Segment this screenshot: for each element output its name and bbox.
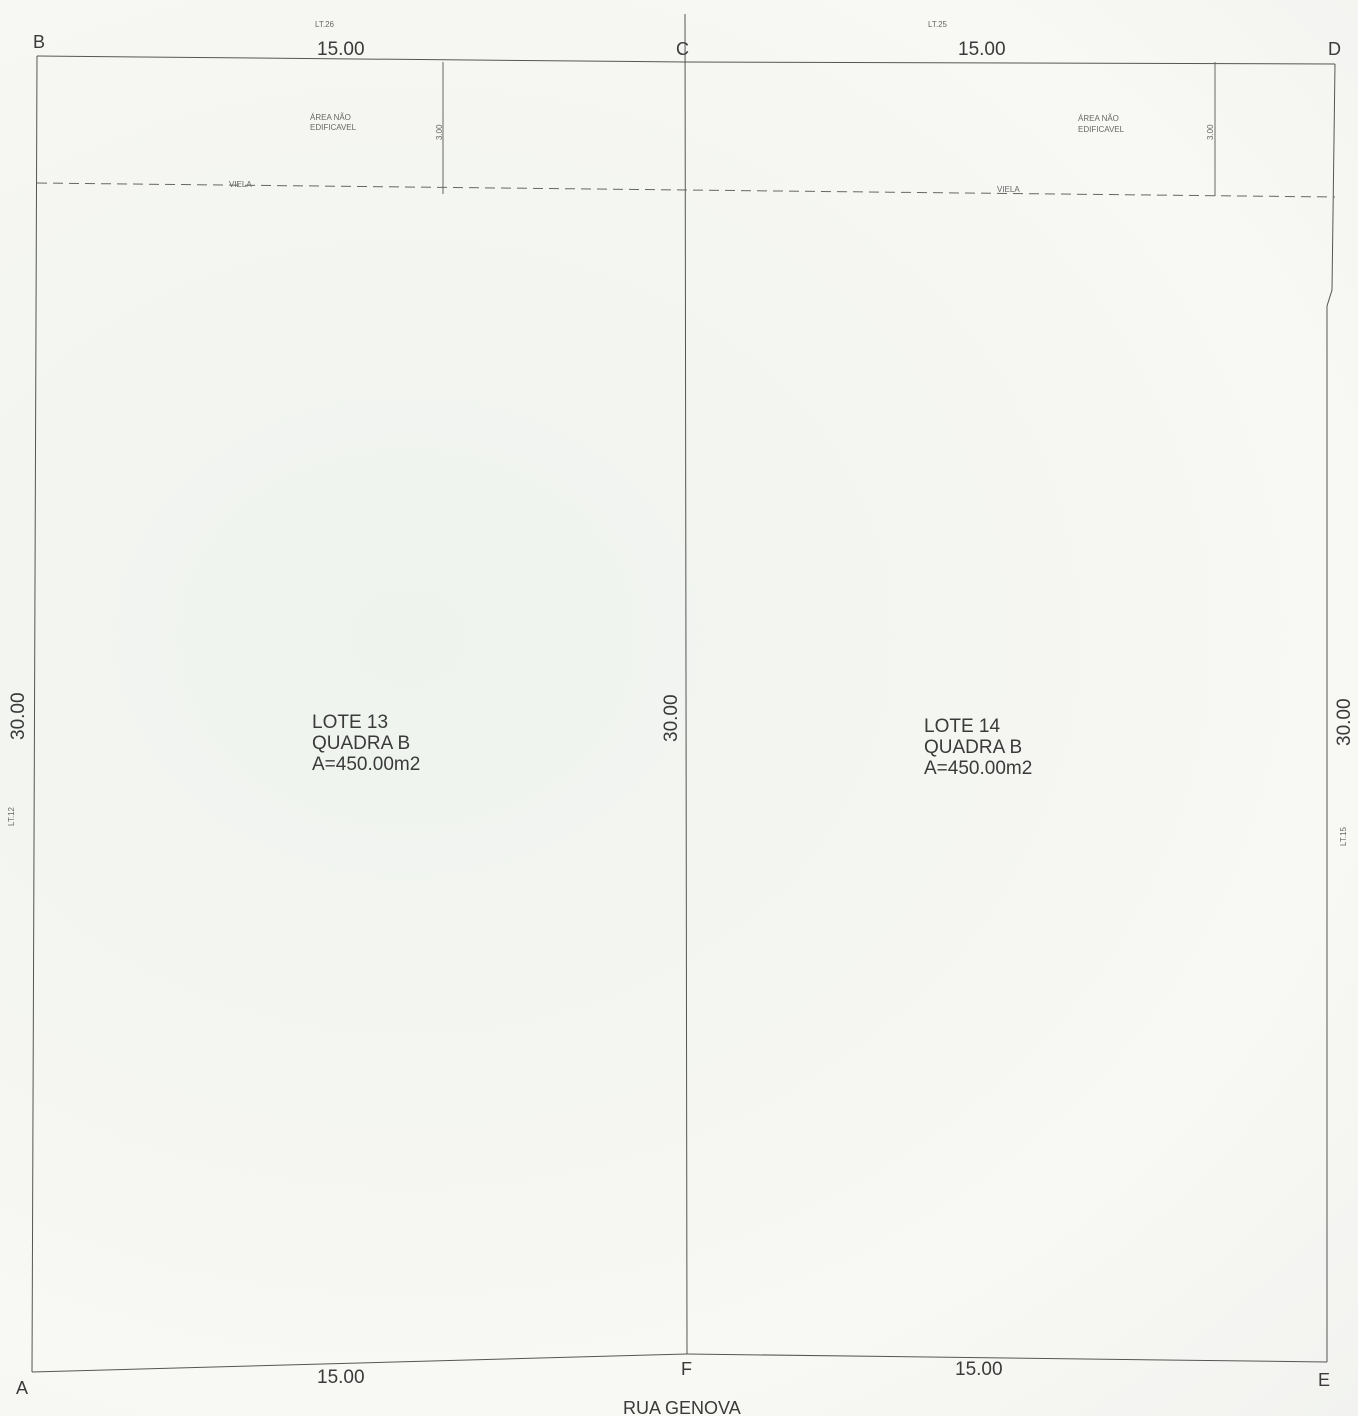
setback-dimension-right: 3.00: [1206, 124, 1215, 140]
dimension-bottom-right: 15.00: [955, 1359, 1003, 1380]
boundary-top-right: [684, 61, 1336, 65]
lot13-block: QUADRA B: [312, 733, 410, 754]
point-e: E: [1318, 1370, 1330, 1390]
boundary-top-left: [36, 55, 686, 63]
neighbor-left: LT.12: [7, 806, 16, 826]
boundary-bottom-left: [31, 1353, 688, 1373]
lot13-number: LOTE 13: [312, 712, 388, 733]
boundary-right: [1326, 63, 1336, 1362]
point-d: D: [1328, 39, 1341, 59]
alley-label-left: VIELA: [229, 180, 252, 189]
dimension-top-left: 15.00: [317, 39, 365, 60]
point-a: A: [16, 1378, 28, 1398]
point-b: B: [33, 32, 45, 52]
alley-label-right: VIELA: [997, 185, 1020, 194]
division-line-cf: [684, 13, 688, 1355]
non-buildable-right-line2: EDIFICAVEL: [1078, 125, 1125, 134]
lot14-block: QUADRA B: [924, 737, 1022, 758]
dimension-center: 30.00: [661, 694, 682, 742]
lot14-number: LOTE 14: [924, 716, 1000, 737]
neighbor-top-right: LT.25: [928, 20, 948, 29]
alley-line: [36, 182, 1336, 198]
point-f: F: [681, 1359, 692, 1379]
lot14-area: A=450.00m2: [924, 758, 1032, 779]
non-buildable-left-line1: ÁREA NÃO: [310, 113, 351, 122]
dimension-left: 30.00: [8, 692, 29, 740]
setback-dimension-left: 3.00: [435, 124, 444, 140]
dimension-bottom-left: 15.00: [317, 1367, 365, 1388]
lot13-area: A=450.00m2: [312, 754, 420, 775]
neighbor-top-left: LT.26: [315, 20, 335, 29]
neighbor-right: LT.15: [1339, 826, 1348, 846]
point-c: C: [676, 39, 689, 59]
boundary-left: [31, 55, 38, 1373]
non-buildable-right-line1: ÁREA NÃO: [1078, 114, 1119, 123]
boundary-bottom-right: [686, 1353, 1328, 1363]
dimension-top-right: 15.00: [958, 39, 1006, 60]
street-name: RUA GENOVA: [623, 1398, 741, 1416]
dimension-right: 30.00: [1334, 698, 1355, 746]
non-buildable-left-line2: EDIFICAVEL: [310, 123, 357, 132]
